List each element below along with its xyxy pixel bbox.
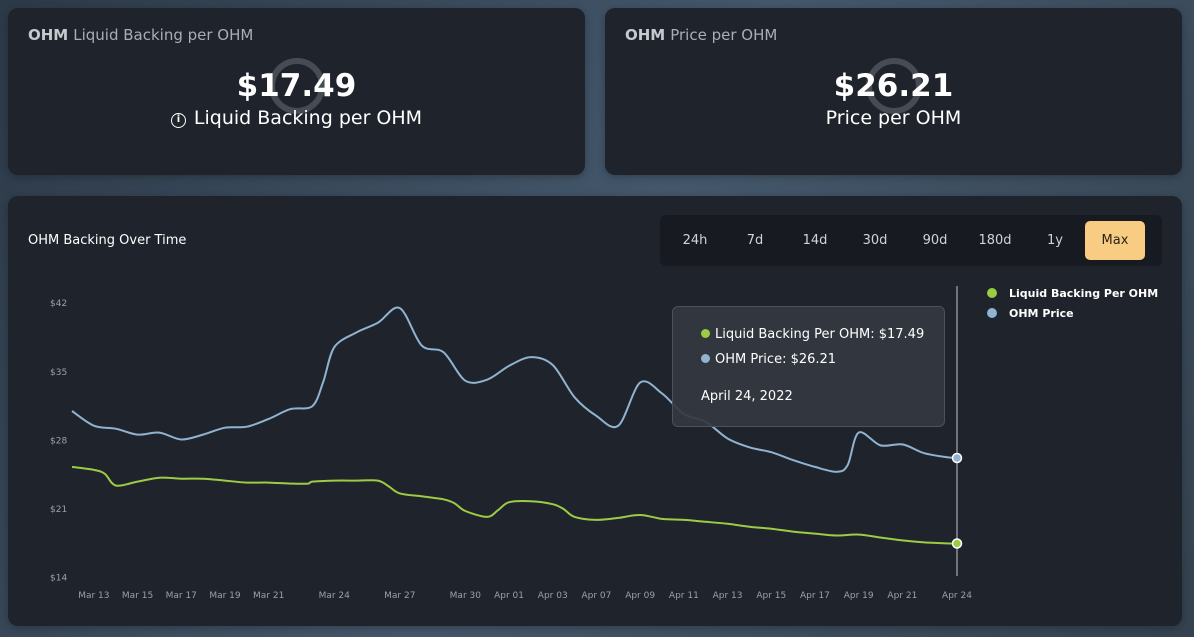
y-tick-label: $21 [50,505,67,515]
series-point-ohm-price [951,452,963,464]
x-tick-label: Apr 07 [581,591,611,601]
backing-card-title-text: Liquid Backing per OHM [73,26,254,44]
tooltip-backing-dot [701,329,710,338]
legend-marker [987,288,997,298]
range-button-180d[interactable]: 180d [978,233,1012,248]
range-button-14d[interactable]: 14d [802,233,828,248]
time-range-selector: 24h 7d 14d 30d 90d 180d 1y Max [660,215,1162,266]
tooltip-date: April 24, 2022 [701,389,793,404]
tooltip-price-text: OHM Price: $26.21 [715,352,837,367]
x-tick-label: Mar 30 [450,591,482,601]
info-icon[interactable]: i [170,113,186,128]
price-card-title-text: Price per OHM [670,26,778,44]
x-tick-label: Apr 21 [887,591,917,601]
loading-spinner-icon [865,57,922,114]
range-button-30d[interactable]: 30d [862,233,888,248]
price-card: OHM Price per OHM $26.21 Price per OHM [605,8,1182,175]
x-tick-label: Apr 15 [756,591,786,601]
legend-marker [987,308,997,318]
x-tick-label: Apr 11 [669,591,699,601]
range-button-24h[interactable]: 24h [682,233,708,248]
x-tick-label: Mar 21 [253,591,284,601]
series-point-liquid-backing-per-ohm [951,538,963,549]
x-tick-label: Apr 09 [625,591,655,601]
y-tick-label: $42 [50,299,67,309]
x-tick-label: Apr 13 [713,591,743,601]
range-button-90d[interactable]: 90d [922,233,948,248]
loading-spinner-icon [268,57,325,114]
price-card-title-bold: OHM [625,26,666,44]
x-tick-label: Mar 19 [209,591,241,601]
price-card-title: OHM Price per OHM [625,26,777,44]
x-tick-label: Apr 24 [942,591,972,601]
chart-tooltip: Liquid Backing Per OHM: $17.49 OHM Price… [672,306,945,427]
x-tick-label: Mar 13 [78,591,109,601]
backing-line-chart: $14 $21 $28 $35 $42 Mar 13 Mar 15 Mar 17 Mar 19 M… [50,286,1158,601]
x-tick-label: Mar 17 [166,591,197,601]
x-tick-label: Apr 01 [494,591,524,601]
x-tick-label: Apr 19 [844,591,874,601]
range-button-max[interactable]: Max [1085,221,1145,260]
series-line-ohm-price [71,306,958,473]
x-tick-label: Apr 17 [800,591,830,601]
x-tick-label: Mar 27 [384,591,415,601]
legend-label: Liquid Backing Per OHM [1009,287,1158,300]
tooltip-price-row: OHM Price: $26.21 [701,347,944,372]
backing-card: OHM Liquid Backing per OHM $17.49 i Liquid… [8,8,585,175]
legend-label: OHM Price [1009,307,1074,320]
x-tick-label: Mar 24 [319,591,351,601]
tooltip-price-dot [701,354,710,363]
backing-value: $17.49 [236,68,357,104]
backing-subtitle-text: Liquid Backing per OHM [193,107,423,129]
x-tick-label: Apr 03 [538,591,568,601]
backing-card-title: OHM Liquid Backing per OHM [28,26,253,44]
range-button-1y[interactable]: 1y [1047,233,1063,248]
chart-card: OHM Backing Over Time 24h 7d 14d 30d 90d 180d… [8,196,1182,626]
series-line-liquid-backing-per-ohm [71,465,958,545]
y-tick-label: $35 [50,368,67,378]
x-tick-label: Mar 15 [122,591,153,601]
tooltip-backing-row: Liquid Backing Per OHM: $17.49 [701,322,944,347]
y-tick-label: $28 [50,436,67,446]
price-value: $26.21 [833,68,954,104]
y-tick-label: $14 [50,574,67,584]
chart-title: OHM Backing Over Time [28,233,187,248]
price-subtitle: Price per OHM [825,107,962,129]
range-button-7d[interactable]: 7d [746,233,764,248]
tooltip-backing-text: Liquid Backing Per OHM: $17.49 [715,327,925,342]
backing-subtitle: i Liquid Backing per OHM [8,107,585,129]
backing-card-title-bold: OHM [28,26,69,44]
